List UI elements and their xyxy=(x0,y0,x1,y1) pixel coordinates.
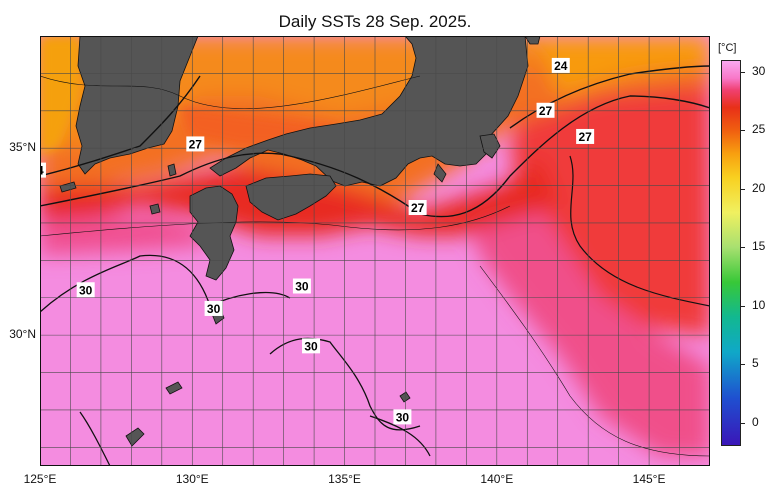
contour-label-text: 27 xyxy=(578,130,592,144)
colorbar-tick-mark xyxy=(740,422,745,424)
colorbar-tick-mark xyxy=(740,71,745,73)
colorbar-tick-label: 30 xyxy=(752,63,766,78)
isotherm-thin-3 xyxy=(40,75,421,109)
graticule xyxy=(40,36,710,466)
colorbar-tick-mark xyxy=(740,188,745,190)
contour-label: 24 xyxy=(551,57,570,73)
isotherm-30-mid xyxy=(269,337,421,431)
sst-zone-28-west xyxy=(40,216,210,256)
tsushima xyxy=(167,163,177,177)
contour-label: 30 xyxy=(302,338,321,354)
colorbar-tick-label: 5 xyxy=(752,356,759,371)
contour-label: 30 xyxy=(204,300,223,316)
sst-zone-22-northeast xyxy=(530,36,710,96)
contour-label-text: 30 xyxy=(79,283,93,297)
korea-peninsula xyxy=(75,36,199,175)
colorbar-tick-mark xyxy=(740,364,745,366)
contour-label-text: 24 xyxy=(554,59,568,73)
colorbar-tick-mark xyxy=(740,130,745,132)
contour-label-text: 30 xyxy=(295,280,309,294)
contour-label: 27 xyxy=(576,128,595,144)
colorbar-tick-label: 15 xyxy=(752,239,766,254)
goto-islands xyxy=(149,203,161,215)
izu-peninsula xyxy=(433,163,447,183)
contour-label-box xyxy=(576,128,595,144)
contour-label-box xyxy=(393,409,412,425)
contour-label-box xyxy=(186,136,205,152)
contour-label-box xyxy=(408,200,427,215)
okinawa xyxy=(125,427,145,447)
contour-label: 30 xyxy=(393,409,412,425)
colorbar-unit: [°C] xyxy=(718,42,737,54)
boso-peninsula xyxy=(479,133,501,159)
contour-label-text: 27 xyxy=(189,137,203,151)
longitude-label: 145°E xyxy=(632,472,666,486)
kyushu xyxy=(189,185,239,281)
longitude-label: 125°E xyxy=(23,472,57,486)
contour-label-box xyxy=(76,282,95,298)
colorbar-tick-label: 10 xyxy=(752,297,766,312)
sst-zone-yellow-sea xyxy=(40,36,80,156)
amami-island xyxy=(165,381,183,395)
sst-map: 24 27 24 27 27 27 30 30 30 30 30 xyxy=(40,36,710,466)
contour-label-text: 24 xyxy=(40,164,44,178)
contour-label-box xyxy=(551,57,570,73)
contour-label: 30 xyxy=(292,278,311,294)
contour-label: 27 xyxy=(408,200,427,215)
jeju xyxy=(59,181,77,193)
map-frame xyxy=(40,36,710,466)
contour-label-text: 30 xyxy=(207,302,221,316)
contour-label-text: 27 xyxy=(411,201,425,215)
contour-label-text: 30 xyxy=(396,410,410,424)
colorbar-tick-mark xyxy=(740,247,745,249)
contour-label-box xyxy=(40,162,46,178)
colorbar xyxy=(721,60,741,446)
hokkaido-edge xyxy=(524,36,541,45)
isotherm-thin-2 xyxy=(479,265,710,457)
contour-label: 24 xyxy=(40,162,46,178)
isotherm-30-west xyxy=(40,254,291,313)
contour-label-box xyxy=(204,300,223,316)
contour-labels: 24 27 24 27 27 27 30 30 30 30 30 xyxy=(40,57,595,425)
longitude-label: 140°E xyxy=(480,472,514,486)
colorbar-tick-label: 25 xyxy=(752,122,766,137)
contour-label: 27 xyxy=(186,136,205,152)
map-title: Daily SSTs 28 Sep. 2025. xyxy=(278,12,472,31)
sst-zone-27-east xyxy=(510,76,710,336)
sst-zone-28-east xyxy=(460,176,710,456)
colorbar-tick-label: 0 xyxy=(752,414,759,429)
isotherm-30-south xyxy=(79,411,431,466)
colorbar-tick-label: 20 xyxy=(752,180,766,195)
longitude-label: 135°E xyxy=(328,472,361,486)
contour-label-text: 30 xyxy=(304,339,318,353)
contour-label: 27 xyxy=(536,102,555,118)
latitude-label: 35°N xyxy=(9,140,36,155)
latitude-label: 30°N xyxy=(9,327,36,342)
isotherm-27b xyxy=(569,155,710,307)
contour-label: 30 xyxy=(76,282,95,298)
colorbar-tick-mark xyxy=(740,305,745,307)
contour-label-box xyxy=(292,278,311,294)
contour-label-text: 27 xyxy=(539,104,553,118)
contour-label-box xyxy=(536,102,555,118)
isotherm-24 xyxy=(40,65,710,177)
sst-map-canvas: 24 27 24 27 27 27 30 30 30 30 30 xyxy=(40,36,710,466)
hachijo xyxy=(399,391,411,403)
longitude-label: 130°E xyxy=(175,472,209,486)
contour-label-box xyxy=(302,338,321,354)
